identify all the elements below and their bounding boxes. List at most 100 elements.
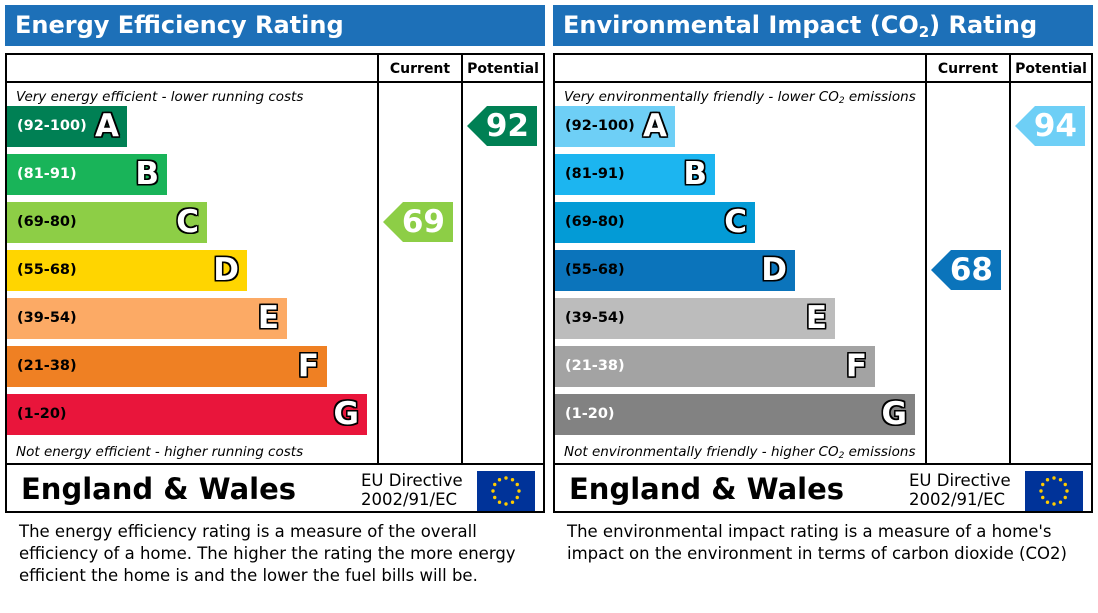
band-letter: D xyxy=(761,252,787,288)
eu-star-icon xyxy=(1063,482,1067,487)
energy-chart-box: Current Potential Very energy efficient … xyxy=(5,53,545,513)
header-divider xyxy=(7,81,543,83)
band-range-label: (81-91) xyxy=(17,166,77,182)
eu-star-icon xyxy=(1045,500,1050,504)
top-note-main: Very environmentally friendly - lower CO xyxy=(564,89,839,105)
band-range-label: (55-68) xyxy=(17,262,77,278)
eu-star-icon xyxy=(1052,502,1056,506)
band-letter: A xyxy=(95,108,119,144)
environment-panel-title: Environmental Impact (CO2) Rating xyxy=(553,5,1093,46)
band-range-label: (39-54) xyxy=(17,310,77,326)
current-column-divider xyxy=(925,55,927,465)
potential-column-header: Potential xyxy=(467,61,539,77)
band-range-label: (39-54) xyxy=(565,310,625,326)
top-note-end: emissions xyxy=(844,89,916,105)
eu-star-icon xyxy=(504,502,508,506)
band-letter: A xyxy=(643,108,667,144)
top-note: Very energy efficient - lower running co… xyxy=(16,89,304,105)
band-range-label: (21-38) xyxy=(565,358,625,374)
band-b: (81-91) B xyxy=(7,154,167,195)
current-column-header: Current xyxy=(937,61,999,77)
band-f: (21-38) F xyxy=(7,346,327,387)
footer-divider xyxy=(555,463,1091,465)
eu-star-icon xyxy=(1041,482,1045,487)
bottom-note-main: Not environmentally friendly - higher CO xyxy=(564,444,839,460)
eu-star-icon xyxy=(497,500,502,504)
region-label: England & Wales xyxy=(21,472,297,506)
bottom-note: Not energy efficient - higher running co… xyxy=(16,444,304,460)
band-range-label: (21-38) xyxy=(17,358,77,374)
band-letter: G xyxy=(333,396,359,432)
environment-chart-box: Current Potential Very environmentally f… xyxy=(553,53,1093,513)
band-c: (69-80) C xyxy=(7,202,207,243)
band-g: (1-20) G xyxy=(7,394,367,435)
eu-star-icon xyxy=(510,500,515,504)
band-d: (55-68) D xyxy=(555,250,795,291)
band-a: (92-100) A xyxy=(555,106,675,147)
current-rating-arrow: 69 xyxy=(383,202,453,242)
bottom-note-end: emissions xyxy=(844,444,916,460)
band-letter: F xyxy=(845,348,867,384)
eu-star-icon xyxy=(1058,478,1063,482)
energy-efficiency-panel: Energy Efficiency Rating Current Potenti… xyxy=(5,5,545,585)
band-e: (39-54) E xyxy=(555,298,835,339)
band-range-label: (1-20) xyxy=(565,406,615,422)
eu-star-icon xyxy=(497,478,502,482)
band-letter: E xyxy=(805,300,827,336)
current-column-divider xyxy=(377,55,379,465)
eu-star-icon xyxy=(504,476,508,480)
eu-star-icon xyxy=(1063,495,1067,500)
band-range-label: (92-100) xyxy=(565,118,635,134)
environmental-impact-panel: Environmental Impact (CO2) Rating Curren… xyxy=(553,5,1093,563)
band-letter: F xyxy=(297,348,319,384)
potential-column-divider xyxy=(1009,55,1011,465)
band-letter: G xyxy=(881,396,907,432)
eu-flag-icon xyxy=(1025,471,1083,511)
eu-star-icon xyxy=(1052,476,1056,480)
eu-star-icon xyxy=(515,495,519,500)
eu-star-icon xyxy=(1058,500,1063,504)
band-range-label: (69-80) xyxy=(565,214,625,230)
eu-star-icon xyxy=(493,482,497,487)
eu-directive: EU Directive 2002/91/EC xyxy=(909,471,1011,509)
eu-star-icon xyxy=(515,482,519,487)
bottom-note-subscript: 2 xyxy=(838,451,845,461)
top-note-subscript: 2 xyxy=(838,96,845,106)
potential-column-divider xyxy=(461,55,463,465)
band-letter: E xyxy=(257,300,279,336)
eu-star-icon xyxy=(1041,495,1045,500)
potential-rating-arrow: 94 xyxy=(1015,106,1085,146)
band-b: (81-91) B xyxy=(555,154,715,195)
band-a: (92-100) A xyxy=(7,106,127,147)
eu-star-icon xyxy=(1039,489,1043,493)
bottom-note: Not environmentally friendly - higher CO… xyxy=(564,444,916,461)
eu-star-icon xyxy=(1065,489,1069,493)
band-g: (1-20) G xyxy=(555,394,915,435)
potential-column-header: Potential xyxy=(1015,61,1087,77)
footer-divider xyxy=(7,463,543,465)
band-range-label: (1-20) xyxy=(17,406,67,422)
energy-panel-title: Energy Efficiency Rating xyxy=(5,5,545,46)
band-range-label: (92-100) xyxy=(17,118,87,134)
eu-star-icon xyxy=(493,495,497,500)
energy-description: The energy efficiency rating is a measur… xyxy=(19,522,516,585)
eu-star-icon xyxy=(491,489,495,493)
current-rating-arrow: 68 xyxy=(931,250,1001,290)
band-d: (55-68) D xyxy=(7,250,247,291)
potential-rating-arrow: 92 xyxy=(467,106,537,146)
band-letter: C xyxy=(724,204,747,240)
header-divider xyxy=(555,81,1091,83)
environment-description: The environmental impact rating is a mea… xyxy=(567,522,1067,563)
title-subscript: 2 xyxy=(918,23,930,41)
title-end: ) Rating xyxy=(929,11,1038,39)
band-letter: C xyxy=(176,204,199,240)
eu-star-icon xyxy=(510,478,515,482)
band-range-label: (55-68) xyxy=(565,262,625,278)
band-range-label: (69-80) xyxy=(17,214,77,230)
band-letter: B xyxy=(683,156,707,192)
band-c: (69-80) C xyxy=(555,202,755,243)
region-label: England & Wales xyxy=(569,472,845,506)
eu-star-icon xyxy=(517,489,521,493)
eu-directive: EU Directive 2002/91/EC xyxy=(361,471,463,509)
band-letter: B xyxy=(135,156,159,192)
